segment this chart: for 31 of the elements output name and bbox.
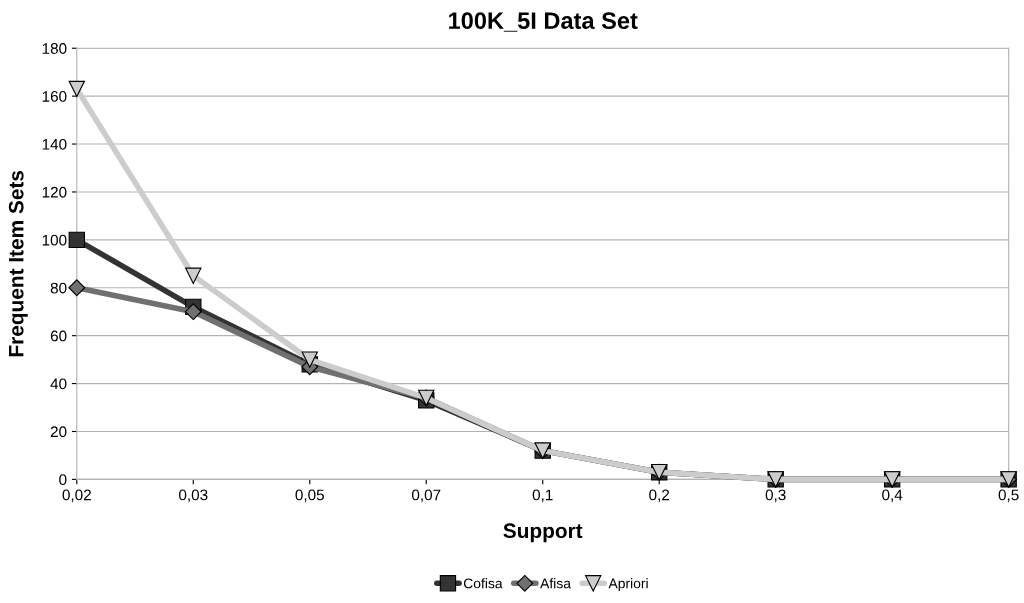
point (68, 279, 86, 297)
y-tick-label: 180 (42, 43, 67, 54)
legend-label: Cofisa (463, 578, 503, 589)
y-tick-label: 60 (50, 330, 67, 342)
legend-label: Afisa (540, 578, 571, 589)
point (185, 267, 202, 284)
y-tick-label: 140 (42, 138, 67, 150)
y-tick-label: 80 (50, 282, 67, 294)
point (184, 303, 202, 321)
y-axis-title: Frequent Item Sets (8, 170, 28, 357)
y-tick-label: 100 (42, 234, 67, 246)
x-tick-label: 0,1 (532, 489, 553, 503)
x-tick-label: 0,02 (62, 489, 91, 503)
x-tick-label: 0,03 (179, 489, 208, 503)
x-tick-label: 0,05 (295, 489, 324, 503)
y-tick-label: 160 (42, 91, 67, 102)
y-tick-label: 40 (50, 378, 67, 390)
legend-label: Apriori (608, 578, 648, 592)
x-tick-label: 0,4 (882, 489, 903, 503)
y-tick-label: 120 (42, 186, 67, 198)
x-axis-title: Support (503, 523, 583, 543)
y-tick-label: 20 (50, 426, 67, 438)
x-tick-label: 0,3 (765, 489, 786, 503)
point (68, 80, 85, 98)
point (301, 351, 318, 368)
point (68, 231, 85, 249)
y-tick-label: 0 (59, 474, 67, 486)
x-tick-label: 0,07 (411, 489, 441, 503)
chart-title: 100K_5I Data Set (449, 12, 638, 32)
x-tick-label: 0,2 (649, 489, 670, 503)
x-tick-label: 0,5 (998, 489, 1019, 503)
